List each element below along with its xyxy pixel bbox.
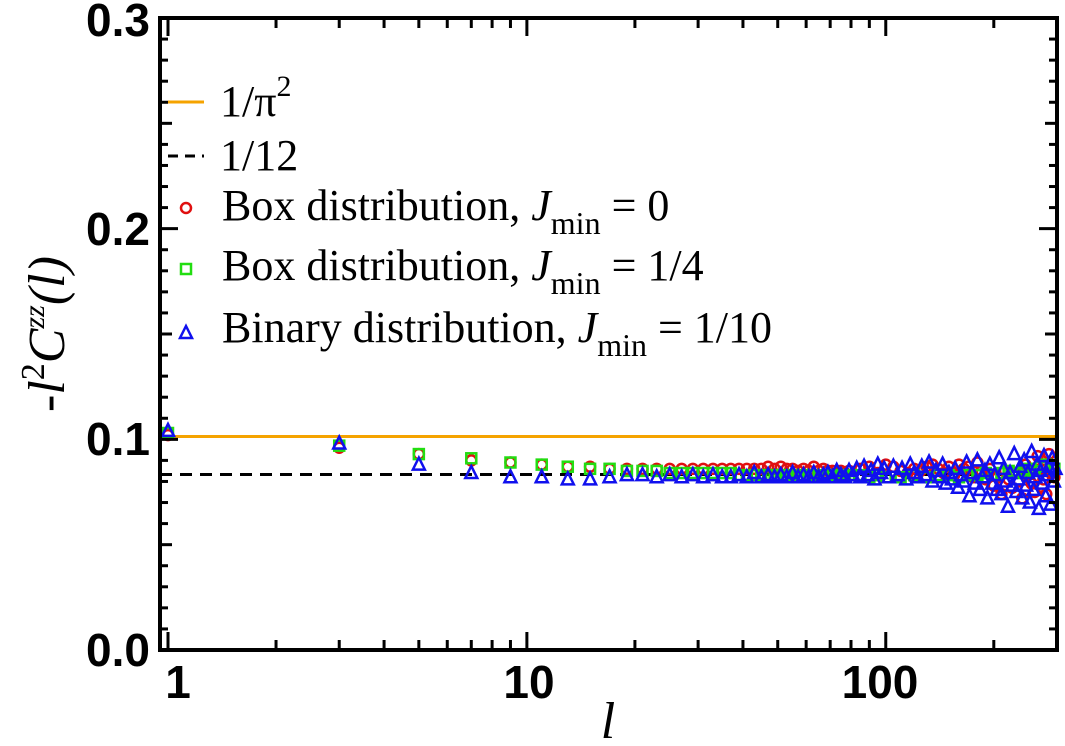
point-binary-jmin-tenth	[958, 452, 975, 469]
legend-label-pi: 1/π2	[220, 70, 291, 126]
point-binary-jmin-tenth	[815, 465, 832, 482]
point-binary-jmin-tenth	[760, 465, 777, 482]
plot-area	[158, 16, 1064, 652]
point-binary-jmin-tenth	[991, 448, 1008, 465]
point-binary-jmin-tenth	[971, 480, 988, 497]
point-binary-jmin-tenth	[984, 473, 1001, 490]
point-binary-jmin-tenth	[1021, 492, 1038, 509]
point-binary-jmin-tenth	[1014, 488, 1031, 505]
legend-marker-triangle	[177, 323, 195, 340]
x-tick-label: 10	[503, 656, 554, 708]
point-binary-jmin-tenth	[463, 463, 480, 480]
point-binary-jmin-tenth	[559, 469, 576, 486]
point-binary-jmin-tenth	[995, 459, 1012, 476]
point-binary-jmin-tenth	[921, 452, 938, 469]
y-tick-label: 0.2	[86, 203, 150, 255]
point-binary-jmin-tenth	[902, 454, 919, 471]
y-tick-label: 0.3	[86, 0, 150, 46]
legend-label-box-0: Box distribution, Jmin = 0	[222, 181, 669, 241]
point-binary-jmin-tenth	[876, 459, 893, 476]
y-tick-label: 0.0	[86, 624, 150, 676]
point-box-jmin-0	[504, 456, 517, 469]
legend: 1/π2 1/12 Box distribution, Jmin = 0 Box…	[168, 70, 772, 363]
point-box-jmin-0	[761, 460, 775, 473]
legend-label-twelfth: 1/12	[220, 131, 298, 180]
y-label-superscript: zz	[18, 305, 51, 330]
point-binary-jmin-tenth	[1018, 475, 1035, 492]
y-tick-labels: 0.0 0.1 0.2 0.3	[86, 0, 150, 676]
point-binary-jmin-tenth	[714, 467, 731, 484]
point-binary-jmin-tenth	[997, 471, 1014, 488]
point-binary-jmin-tenth	[937, 473, 954, 490]
point-binary-jmin-tenth	[159, 421, 177, 438]
point-binary-jmin-tenth	[648, 467, 665, 484]
x-tick-label: 100	[842, 656, 919, 708]
point-binary-jmin-tenth	[955, 471, 972, 488]
y-label-suffix: (l)	[19, 256, 76, 305]
point-binary-jmin-tenth	[502, 467, 519, 484]
data-points	[159, 421, 1064, 516]
point-binary-jmin-tenth	[856, 456, 873, 473]
point-binary-jmin-tenth	[778, 467, 795, 484]
point-binary-jmin-tenth	[869, 454, 886, 471]
point-binary-jmin-tenth	[1030, 499, 1047, 516]
y-label-symbol: C	[19, 327, 76, 363]
point-binary-jmin-tenth	[684, 465, 701, 482]
point-binary-jmin-tenth	[931, 467, 948, 484]
legend-marker-square	[179, 262, 193, 276]
point-binary-jmin-tenth	[533, 467, 550, 484]
point-binary-jmin-tenth	[917, 465, 934, 482]
point-box-jmin-quarter	[650, 464, 663, 478]
point-binary-jmin-tenth	[730, 465, 748, 482]
point-binary-jmin-tenth	[784, 463, 801, 480]
point-binary-jmin-tenth	[410, 454, 427, 471]
point-binary-jmin-tenth	[582, 469, 599, 486]
point-binary-jmin-tenth	[331, 433, 348, 450]
x-tick-labels: 1 10 100	[165, 656, 918, 708]
point-binary-jmin-tenth	[969, 450, 986, 467]
legend-marker-circle	[179, 201, 193, 215]
point-binary-jmin-tenth	[601, 467, 618, 484]
y-tick-label: 0.1	[86, 413, 150, 465]
point-binary-jmin-tenth	[1016, 450, 1033, 467]
y-axis-label: -l2Czz(l)	[15, 256, 76, 412]
point-binary-jmin-tenth	[961, 486, 978, 503]
point-binary-jmin-tenth	[704, 465, 721, 482]
x-axis-label: l	[601, 693, 615, 746]
point-binary-jmin-tenth	[993, 484, 1010, 501]
point-binary-jmin-tenth	[885, 456, 902, 473]
y-label-power: 2	[15, 363, 52, 380]
point-binary-jmin-tenth	[934, 454, 951, 471]
y-label-prefix: -l	[19, 380, 76, 412]
point-binary-jmin-tenth	[1006, 444, 1023, 461]
point-binary-jmin-tenth	[947, 459, 964, 476]
point-binary-jmin-tenth	[790, 467, 807, 484]
point-binary-jmin-tenth	[661, 465, 678, 482]
point-binary-jmin-tenth	[1023, 442, 1040, 459]
point-binary-jmin-tenth	[673, 467, 690, 484]
point-binary-jmin-tenth	[880, 467, 897, 484]
point-binary-jmin-tenth	[695, 467, 712, 484]
point-binary-jmin-tenth	[1035, 446, 1053, 463]
point-binary-jmin-tenth	[800, 467, 817, 484]
axis-ticks	[160, 16, 1059, 652]
point-binary-jmin-tenth	[634, 465, 651, 482]
point-binary-jmin-tenth	[746, 463, 763, 480]
point-binary-jmin-tenth	[1019, 463, 1036, 480]
legend-label-binary: Binary distribution, Jmin = 1/10	[222, 303, 772, 363]
point-box-jmin-quarter	[603, 462, 616, 476]
legend-label-box-quarter: Box distribution, Jmin = 1/4	[222, 241, 704, 301]
x-tick-label: 1	[165, 656, 191, 708]
point-binary-jmin-tenth	[964, 463, 981, 480]
point-binary-jmin-tenth	[618, 465, 635, 482]
point-binary-jmin-tenth	[979, 488, 996, 505]
point-binary-jmin-tenth	[1037, 486, 1054, 503]
point-binary-jmin-tenth	[1040, 456, 1058, 473]
point-binary-jmin-tenth	[999, 496, 1016, 513]
point-binary-jmin-tenth	[1034, 473, 1051, 490]
